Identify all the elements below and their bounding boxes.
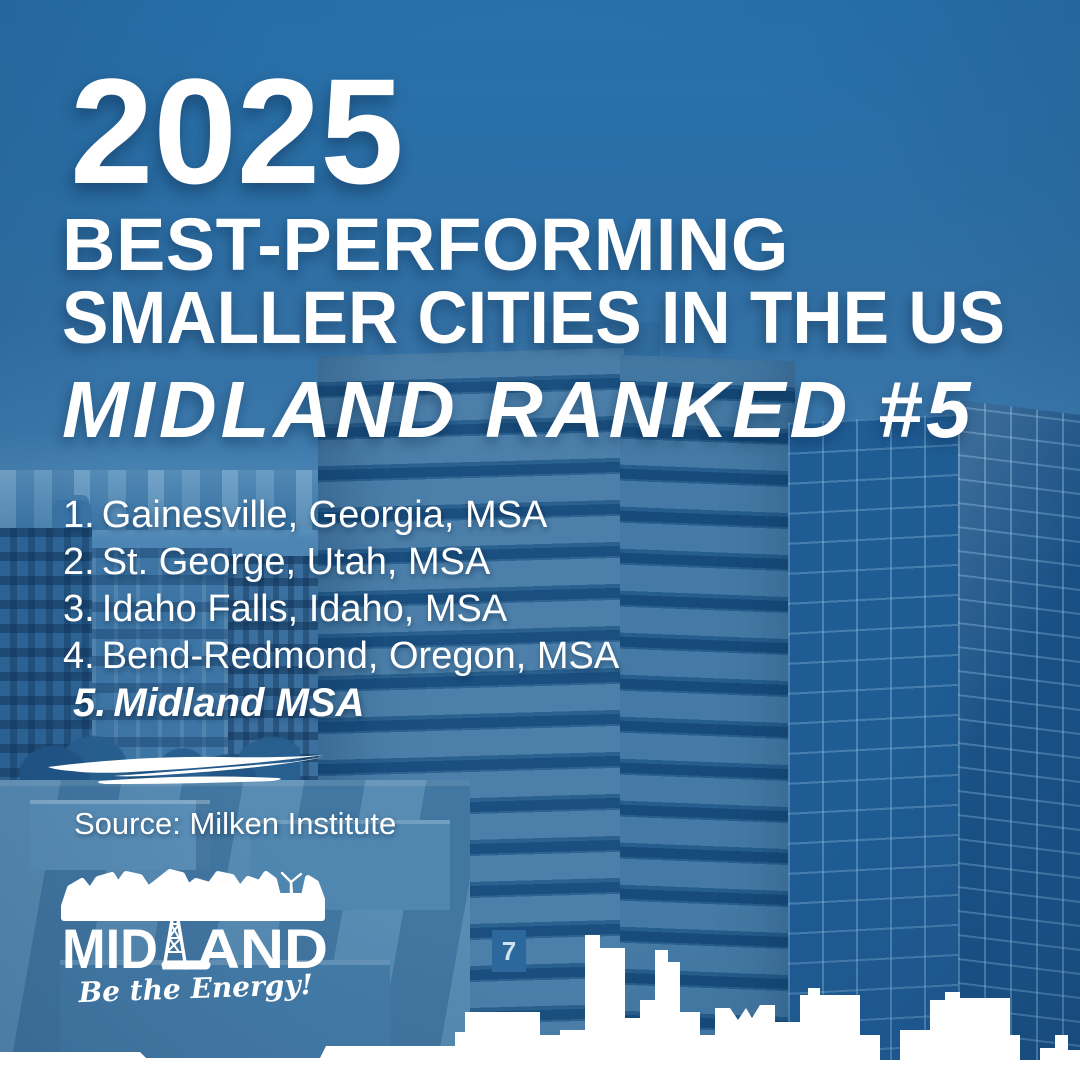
parking-garage-sign: 7	[492, 930, 526, 972]
ranking-city: Midland MSA	[113, 681, 365, 725]
source-attribution: Source: Milken Institute	[74, 806, 397, 841]
oil-derrick-icon	[161, 896, 211, 970]
ranking-city: Idaho Falls, Idaho, MSA	[101, 588, 508, 630]
ranking-item: 4. Bend-Redmond, Oregon, MSA	[63, 633, 619, 680]
ranking-item: 5. Midland MSA	[63, 680, 619, 727]
title-line-2: SMALLER CITIES IN THE US	[62, 276, 1005, 359]
logo-text-right: AND	[196, 917, 328, 980]
ranking-city: Gainesville, Georgia, MSA	[101, 494, 548, 536]
ranking-number: 3.	[63, 588, 95, 630]
ranking-number: 4.	[63, 635, 95, 677]
ranking-number: 5.	[73, 681, 107, 725]
logo-skyline	[61, 869, 325, 921]
wind-turbine-icon	[280, 871, 303, 912]
ranking-item: 2. St. George, Utah, MSA	[63, 539, 619, 586]
city-skyline-silhouette	[0, 935, 1080, 1080]
ranking-item: 3. Idaho Falls, Idaho, MSA	[63, 586, 619, 633]
ranking-list: 1. Gainesville, Georgia, MSA 2. St. George…	[63, 492, 619, 727]
ranking-item: 1. Gainesville, Georgia, MSA	[63, 492, 619, 539]
swoosh-underline	[48, 755, 324, 784]
background-rooftop-block	[30, 800, 210, 870]
logo-tagline: Be the Energy!	[77, 968, 314, 1009]
midland-logo: MID AND Be the Energy!	[61, 869, 328, 1009]
ranking-city: Bend-Redmond, Oregon, MSA	[101, 635, 620, 677]
logo-text-left: MID	[62, 917, 158, 980]
title-line-1: BEST-PERFORMING	[62, 203, 789, 286]
ranking-city: St. George, Utah, MSA	[101, 541, 491, 583]
year-title: 2025	[70, 47, 404, 215]
ranking-number: 2.	[63, 541, 95, 583]
ranking-number: 1.	[63, 494, 95, 536]
subtitle-ranked: MIDLAND RANKED #5	[62, 365, 975, 454]
